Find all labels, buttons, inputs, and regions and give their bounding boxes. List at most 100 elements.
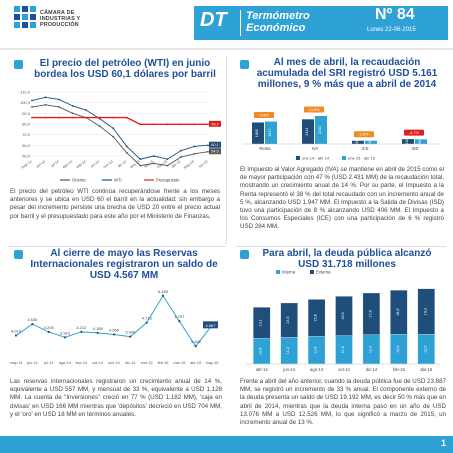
growth-badge: [304, 106, 324, 113]
data-point: [112, 116, 115, 119]
y-tick-label: 110,0: [20, 90, 30, 95]
data-point: [63, 336, 67, 339]
tax-collection-chart: 1865 1947 4,4% Renta 2141 2431 13,6% IVA 282 284 0…: [242, 106, 440, 161]
x-tick-label: oct-14: [338, 367, 350, 372]
data-point: [98, 125, 101, 128]
section-bullet: [240, 250, 249, 259]
x-tick-label: mar-15: [173, 361, 185, 365]
x-tick-label: sep-14: [76, 361, 88, 365]
data-point: [145, 321, 148, 324]
oil-title: El precio del petróleo (WTI) en junio bo…: [34, 58, 216, 80]
bar-value-label: 426: [405, 139, 409, 145]
stack-segment: [253, 307, 271, 339]
data-point: [85, 116, 88, 119]
data-point: [139, 158, 142, 161]
data-point: [125, 116, 128, 119]
bar: [265, 121, 277, 144]
end-value-box: [209, 120, 221, 127]
data-point: [161, 294, 165, 297]
growth-label: -4,7%: [409, 131, 420, 135]
data-point: [180, 149, 182, 152]
x-tick-label: nov-14: [108, 361, 120, 365]
data-label: 4.069: [109, 327, 120, 332]
segment-value-label: 14,5: [286, 316, 290, 323]
data-label: 3.910: [60, 330, 71, 335]
data-label: 4.635: [27, 317, 38, 322]
legend-label: Presupuesto: [156, 178, 180, 183]
y-tick-label: 70,0: [22, 132, 31, 137]
data-point: [31, 106, 33, 108]
stack-segment: [362, 292, 381, 335]
data-point: [44, 96, 47, 99]
x-tick-label: feb-15: [393, 367, 406, 372]
data-point: [112, 333, 116, 336]
x-tick-label: dic-14: [125, 361, 135, 365]
data-point: [180, 123, 182, 126]
data-point: [207, 150, 209, 153]
data-point: [44, 103, 47, 106]
publication-title-line1: Termómetro: [246, 10, 310, 22]
y-tick-label: 90,0: [22, 111, 31, 116]
data-point: [31, 99, 33, 102]
data-label: 6.185: [158, 289, 169, 294]
last-value-box: [203, 321, 218, 329]
header-divider: [240, 10, 241, 36]
segment-value-label: 16,6: [341, 312, 345, 319]
data-point: [193, 145, 196, 148]
section-bullet: [14, 60, 23, 69]
data-point: [58, 106, 60, 108]
data-point: [180, 156, 182, 158]
category-label: ICE: [362, 146, 369, 151]
last-value-label: 4.567: [205, 323, 216, 328]
data-point: [152, 162, 155, 165]
segment-value-label: 11,9: [341, 346, 345, 353]
segment-value-label: 12,5: [423, 345, 427, 352]
growth-badge: [354, 131, 374, 138]
issue-date: Lunes 22-06-2015: [367, 27, 416, 33]
data-point: [85, 109, 88, 112]
data-point: [14, 334, 18, 337]
y-tick-label: 60,0: [22, 143, 31, 148]
bar: [402, 139, 414, 144]
tax-title: Al mes de abril, la recaudación acumulad…: [256, 57, 438, 90]
data-point: [96, 331, 99, 334]
x-tick-label: sep-14: [75, 160, 86, 170]
data-point: [139, 164, 142, 167]
x-tick-label: ago-14: [59, 361, 71, 365]
bar-value-label: 1947: [268, 129, 272, 137]
x-tick-label: jun-14: [282, 367, 295, 372]
bar-value-label: 406: [418, 139, 422, 145]
data-label: 4.212: [76, 325, 87, 330]
stack-segment: [307, 299, 326, 337]
x-tick-label: feb-15: [158, 361, 169, 365]
legend-swatch: [296, 156, 300, 160]
segment-value-label: 10,8: [259, 347, 263, 354]
y-tick-label: 50,0: [22, 154, 31, 159]
legend-label: ene 15 - abr 15: [348, 156, 376, 161]
bar-value-label: 1865: [255, 129, 259, 137]
x-tick-label: may-14: [10, 361, 23, 365]
y-tick-label: 80,0: [22, 122, 31, 127]
x-tick-label: ago-14: [310, 367, 324, 372]
data-point: [98, 116, 101, 119]
legend-label: Externa: [316, 270, 331, 275]
header-rule: [0, 48, 453, 50]
data-point: [193, 152, 196, 155]
data-point: [152, 123, 155, 126]
x-tick-label: abr-15: [420, 367, 433, 372]
data-point: [166, 123, 169, 126]
x-tick-label: jul-14: [43, 361, 53, 365]
brand-mark: DT: [200, 9, 227, 31]
data-point: [58, 98, 60, 101]
x-tick-label: oct-14: [92, 361, 103, 365]
data-point: [31, 116, 33, 119]
stack-segment: [417, 288, 435, 335]
growth-badge: [404, 129, 424, 136]
reserves-body: Las reservas internacionales registraron…: [10, 378, 222, 418]
data-point: [194, 345, 197, 348]
data-point: [139, 123, 142, 126]
data-label: 3.426: [191, 339, 202, 344]
x-tick-label: dic-14: [117, 160, 127, 169]
data-label: 4.713: [142, 316, 153, 321]
